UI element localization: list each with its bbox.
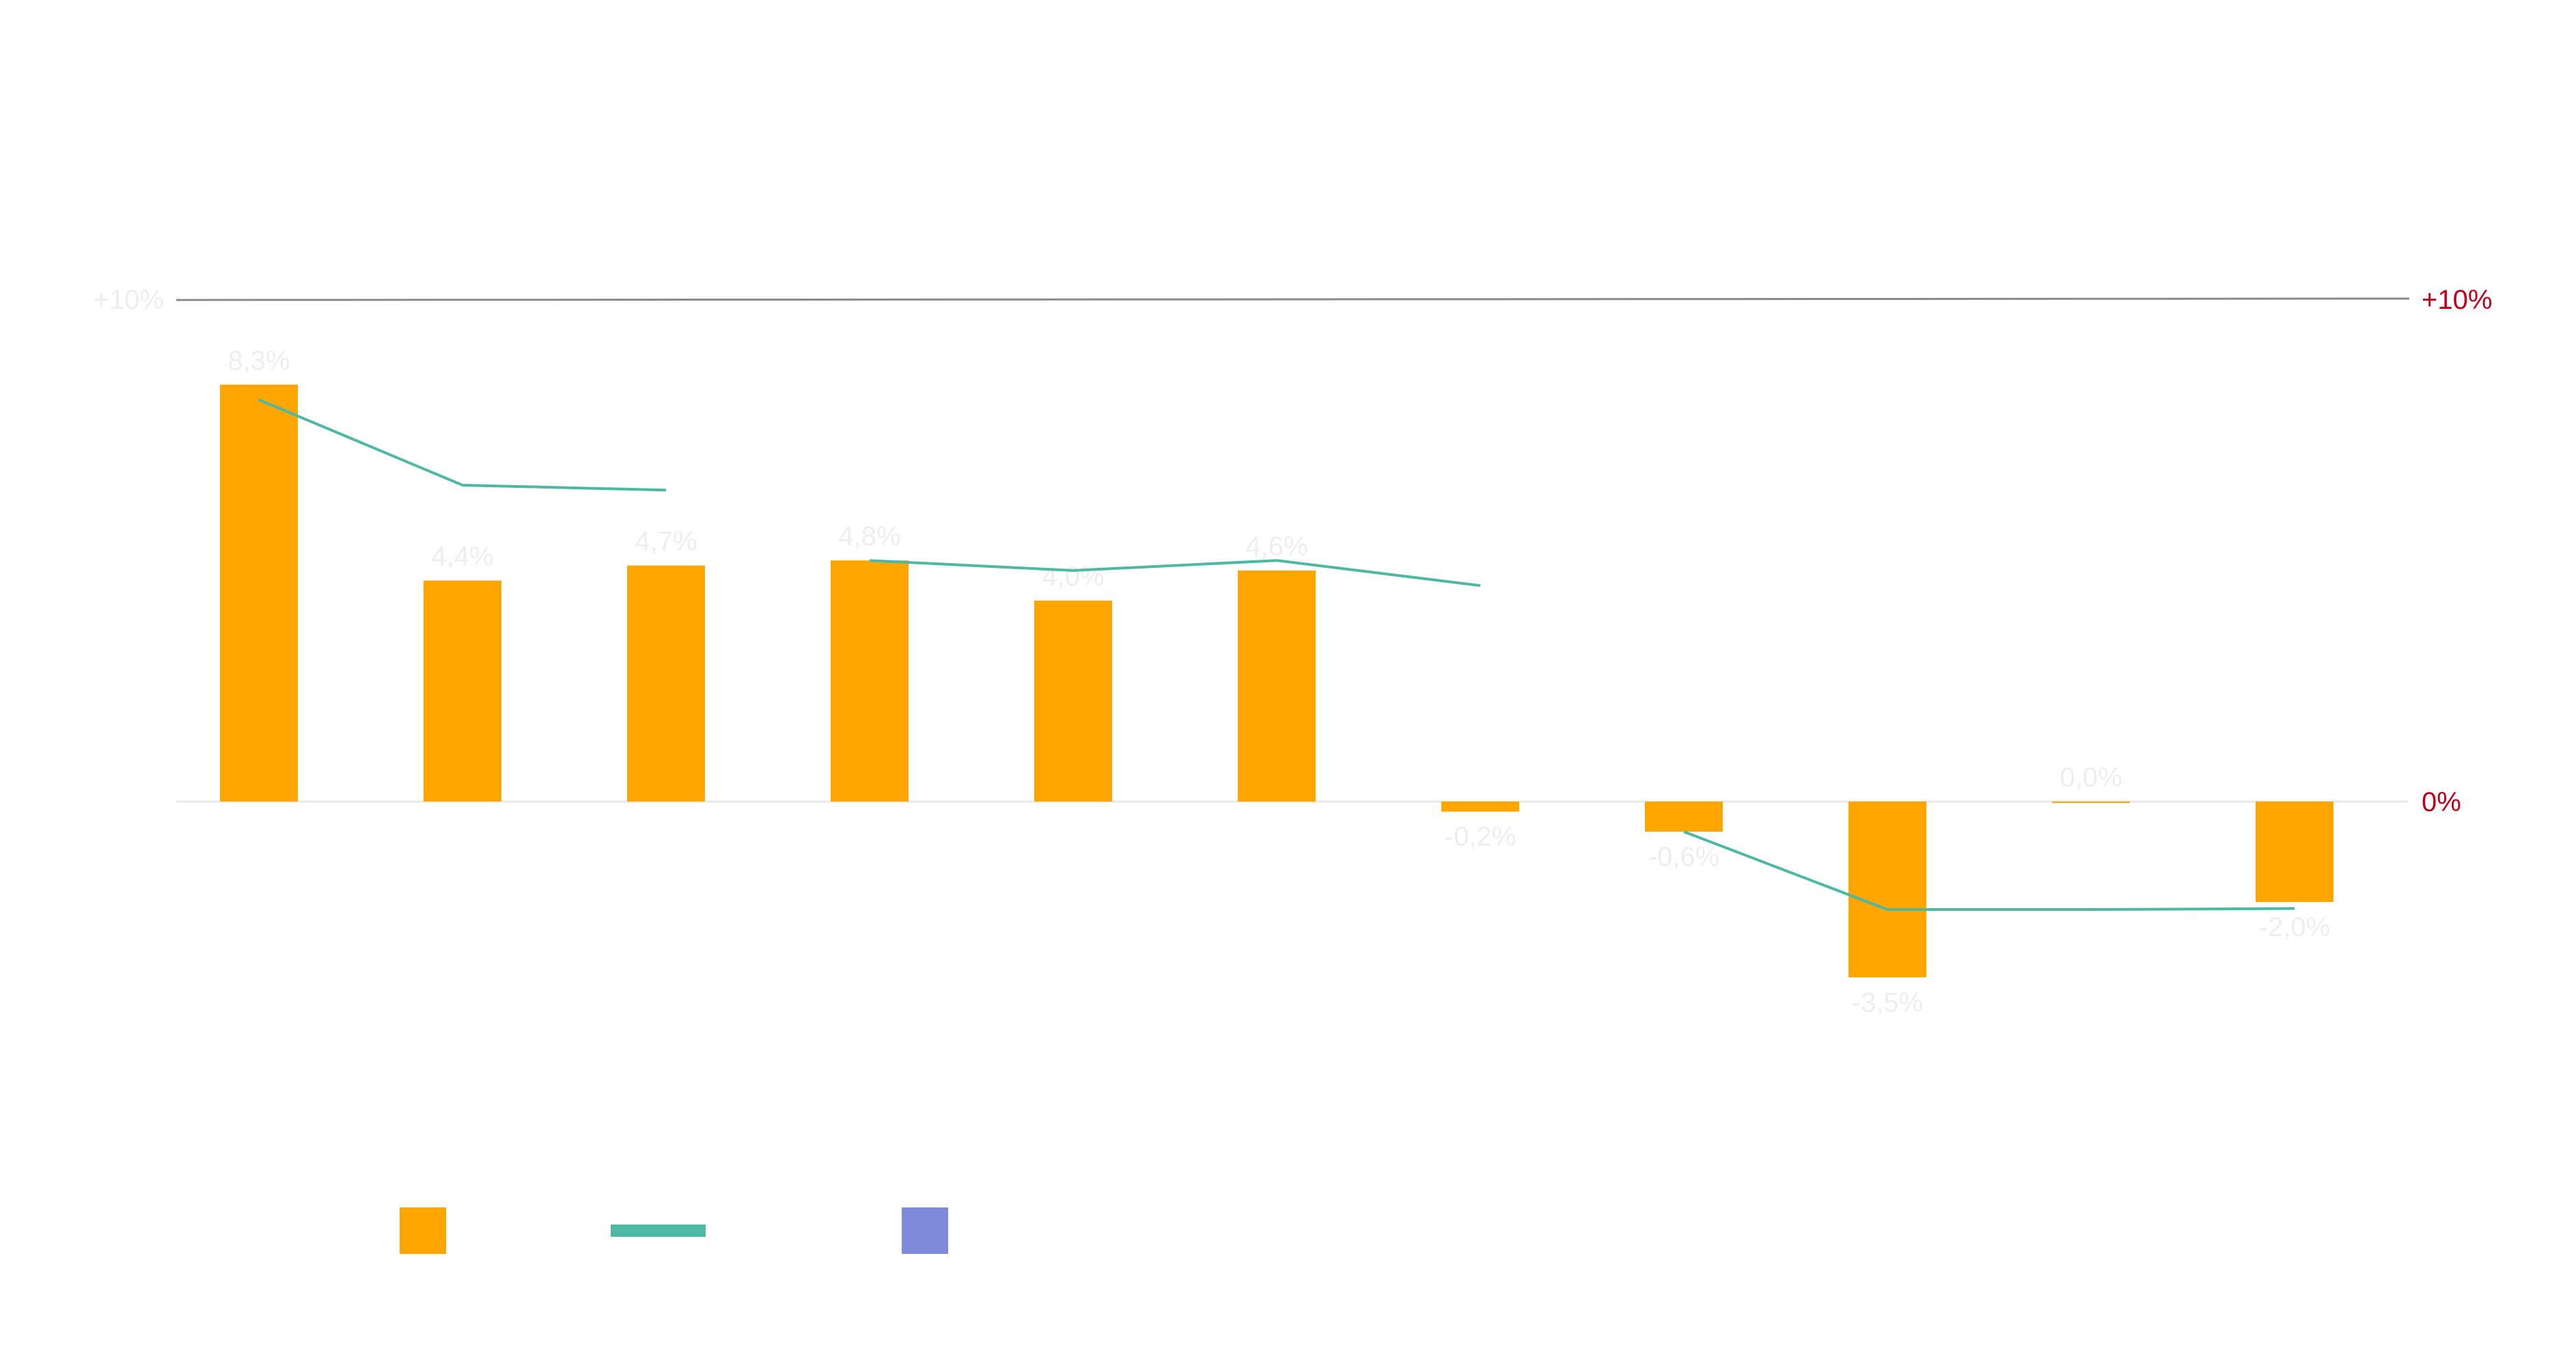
bar-value-label-5: 4,6% <box>1245 532 1307 562</box>
bar-value-label-1: 4,4% <box>431 542 493 572</box>
line-series <box>258 398 2295 912</box>
bar-value-label-8: -3,5% <box>1852 987 1924 1017</box>
bar-value-label-4: 4,0% <box>1042 562 1104 592</box>
line-segment-2 <box>1683 830 2295 912</box>
bar-3 <box>831 560 909 802</box>
left-axis-tick-0: +10% <box>94 285 164 315</box>
bar-7 <box>1645 802 1723 832</box>
right-axis-tick-0: +10% <box>2422 285 2492 315</box>
bar-2 <box>627 565 705 802</box>
line-segment-1 <box>869 559 1481 587</box>
bar-5 <box>1238 570 1316 802</box>
bar-1 <box>424 580 501 802</box>
bar-value-label-6: -0,2% <box>1445 822 1516 852</box>
bar-series <box>220 384 2333 978</box>
bar-8 <box>1848 802 1926 978</box>
bar-value-label-2: 4,7% <box>635 527 697 557</box>
bar-value-label-9: 0,0% <box>2060 763 2122 793</box>
right-axis-tick-1: 0% <box>2422 787 2461 817</box>
bar-value-label-3: 4,8% <box>838 521 900 551</box>
bar-value-label-10: -2,0% <box>2259 912 2331 942</box>
legend-swatch-bars <box>400 1207 446 1254</box>
bar-9 <box>2052 802 2130 803</box>
bar-value-labels: 8,3% 4,4% 4,7% 4,8% 4,0% 4,6% -0,2% -0,6% -3,5% 0… <box>227 346 2330 1017</box>
bar-value-label-0: 8,3% <box>227 346 290 376</box>
bar-4 <box>1034 601 1112 802</box>
bar-10 <box>2256 802 2333 902</box>
line-segment-0 <box>258 398 667 492</box>
bar-6 <box>1441 802 1519 812</box>
legend-swatch-third <box>902 1207 948 1254</box>
bar-value-label-7: -0,6% <box>1648 842 1720 872</box>
legend-swatch-line <box>611 1225 706 1237</box>
bar-0 <box>220 384 298 802</box>
axis-labels: +10% +10% 0% <box>94 285 2493 817</box>
legend <box>400 1207 948 1254</box>
reference-line-top <box>176 297 2410 301</box>
